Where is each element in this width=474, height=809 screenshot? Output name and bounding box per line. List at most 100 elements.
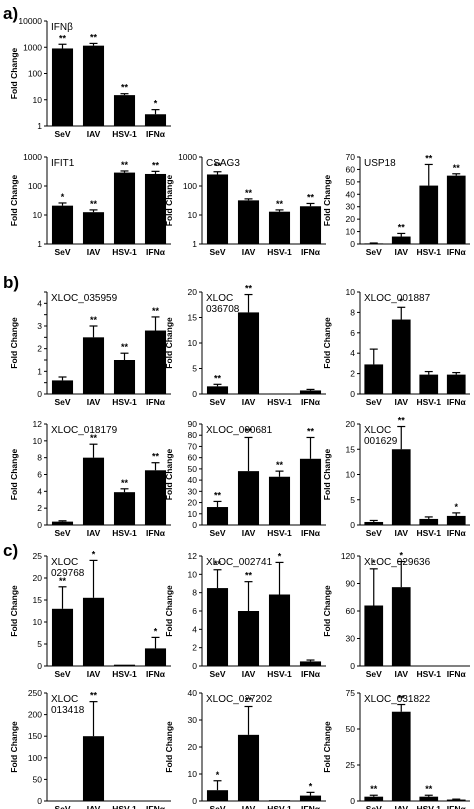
category-label: IFNα [146,669,166,679]
bar [391,587,411,666]
category-label: HSV-1 [112,247,137,257]
bar [299,390,322,394]
category-label: HSV-1 [267,528,292,538]
significance-marker: ** [425,153,433,163]
bar [299,458,322,525]
bar [268,800,291,801]
y-tick-label: 150 [28,731,42,741]
category-label: SeV [366,804,382,809]
category-label: IFNα [301,528,321,538]
y-tick-label: 10 [346,287,356,297]
category-label: HSV-1 [416,247,441,257]
significance-marker: ** [90,199,98,209]
y-tick-label: 0 [37,661,42,671]
y-tick-label: 50 [188,464,198,474]
significance-marker: ** [152,452,160,462]
bar [268,393,291,394]
significance-marker: ** [398,222,406,232]
bar [364,605,384,666]
category-label: SeV [54,397,70,407]
significance-marker: ** [453,163,461,173]
category-label: IAV [242,397,256,407]
y-tick-label: 120 [341,551,355,561]
y-tick-label: 30 [188,715,198,725]
category-label: IFNα [301,804,321,809]
y-tick-label: 0 [350,661,355,671]
y-tick-label: 50 [346,177,356,187]
y-tick-label: 70 [346,152,356,162]
category-label: IFNα [447,669,467,679]
bar [51,205,74,244]
chart-xloc029636: 0 30 60 90 120 Fold Change XLOC_029636* SeV * IAV… [322,551,470,679]
bar [113,492,136,525]
bar [206,174,229,244]
y-tick-label: 10000 [18,16,42,26]
y-tick-label: 10 [33,95,43,105]
y-tick-label: 1 [37,366,42,376]
category-label: IFNα [301,247,321,257]
bar [299,795,322,801]
bar [51,48,74,126]
bar [268,211,291,244]
y-tick-label: 10 [188,210,198,220]
y-tick-label: 1 [37,239,42,249]
bar [82,457,105,525]
chart-title: XLOC_001887 [364,293,431,304]
chart-title: 013418 [51,705,85,716]
category-label: HSV-1 [267,247,292,257]
y-tick-label: 0 [350,796,355,806]
significance-marker: * [372,558,376,568]
category-label: SeV [209,669,225,679]
bar [206,386,229,394]
y-tick-label: 10 [33,436,43,446]
y-tick-label: 1000 [178,152,197,162]
category-label: SeV [54,129,70,139]
category-label: IAV [394,669,408,679]
y-tick-label: 10 [188,569,198,579]
category-label: SeV [54,247,70,257]
chart-title: XLOC [51,557,78,568]
y-tick-label: 50 [33,774,43,784]
chart-title: XLOC_027202 [206,694,273,705]
bar [82,597,105,666]
y-tick-label: 90 [346,579,356,589]
significance-marker: ** [214,373,222,383]
category-label: HSV-1 [112,129,137,139]
significance-marker: ** [152,160,160,170]
chart-title: XLOC [51,694,78,705]
bar [237,734,260,801]
y-tick-label: 40 [346,189,356,199]
bar [144,330,167,394]
y-tick-label: 20 [188,287,198,297]
y-axis-title: Fold Change [9,721,19,773]
category-label: HSV-1 [267,397,292,407]
significance-marker: ** [307,192,315,202]
bar [51,608,74,666]
significance-marker: * [61,192,65,202]
bar [446,374,466,394]
bar [446,799,466,801]
bar [82,212,105,244]
y-tick-label: 8 [350,307,355,317]
significance-marker: ** [121,478,129,488]
significance-marker: ** [245,696,253,706]
y-tick-label: 100 [28,753,42,763]
y-tick-label: 0 [350,520,355,530]
category-label: HSV-1 [416,804,441,809]
y-tick-label: 75 [346,688,356,698]
category-label: IAV [394,804,408,809]
panel-label-a: a) [3,4,18,23]
y-tick-label: 5 [192,364,197,374]
category-label: IAV [394,397,408,407]
bar [419,185,439,244]
bar [237,471,260,525]
significance-marker: ** [214,559,222,569]
chart-xloc027202: 0 10 20 30 40 Fold Change XLOC_027202 * SeV ** IAV… [164,688,326,809]
bar [364,521,384,525]
significance-marker: ** [90,433,98,443]
